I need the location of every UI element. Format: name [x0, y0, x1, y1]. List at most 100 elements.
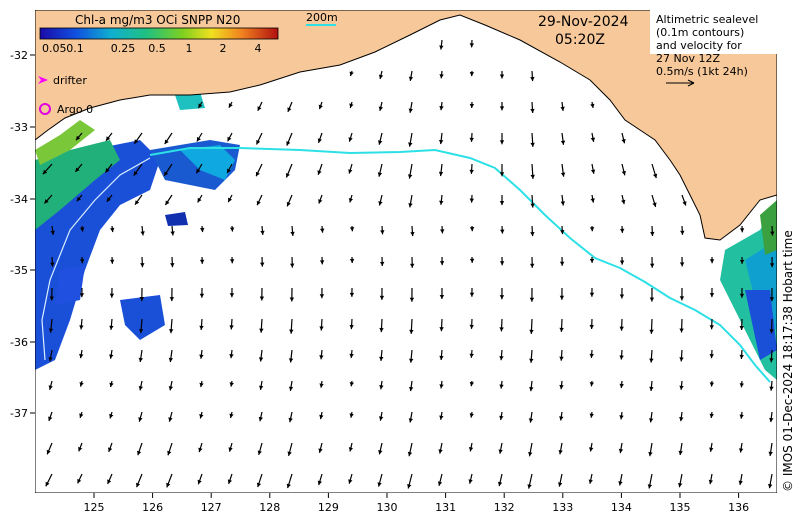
velocity-arrowhead — [379, 356, 384, 361]
velocity-arrowhead — [48, 385, 53, 390]
velocity-arrowhead — [288, 358, 294, 363]
colorbar-tick-label: 0.5 — [148, 42, 166, 55]
velocity-arrowhead — [590, 103, 595, 108]
velocity-arrowhead — [530, 203, 535, 208]
velocity-arrowhead — [738, 480, 743, 485]
longitude-tick-label: 128 — [259, 501, 280, 514]
velocity-arrowhead — [709, 413, 714, 418]
velocity-arrowhead — [320, 228, 325, 233]
velocity-arrowhead — [409, 386, 414, 392]
velocity-arrowhead — [106, 197, 111, 202]
velocity-arrowhead — [647, 484, 653, 489]
velocity-arrowhead — [469, 324, 474, 329]
velocity-arrowhead — [499, 356, 504, 361]
longitude-tick-label: 135 — [670, 501, 691, 514]
longitude-axis: 125 126 127 128 129 130 131 132 133 134 135 136 — [84, 493, 749, 514]
land-mass — [35, 10, 777, 241]
velocity-arrowhead — [530, 232, 535, 237]
altimetry-info-box: Altimetric sealevel (0.1m contours) and … — [650, 10, 777, 87]
drifter-label: drifter — [53, 74, 87, 87]
velocity-arrowhead — [229, 293, 235, 298]
velocity-arrowhead — [317, 170, 322, 175]
velocity-arrowhead — [260, 230, 265, 235]
velocity-arrowhead — [349, 103, 354, 108]
velocity-arrowhead — [410, 232, 415, 237]
velocity-arrowhead — [469, 137, 474, 142]
velocity-arrowhead — [378, 450, 383, 455]
velocity-arrowhead — [619, 415, 624, 420]
colorbar-title: Chl-a mg/m3 OCi SNPP N20 — [75, 13, 240, 27]
velocity-arrowhead — [229, 382, 234, 387]
velocity-arrowhead — [259, 385, 264, 390]
velocity-arrowhead — [50, 230, 55, 235]
colorbar-tick-label: 0.05 — [42, 42, 67, 55]
velocity-arrowhead — [529, 358, 534, 363]
velocity-arrowhead — [530, 142, 535, 147]
velocity-arrowhead — [527, 484, 532, 489]
velocity-arrowhead — [407, 451, 413, 457]
velocity-arrowhead — [46, 449, 51, 455]
velocity-arrowhead — [709, 325, 714, 330]
velocity-arrowhead — [409, 358, 414, 363]
velocity-arrowhead — [499, 384, 504, 389]
info-line-5: 0.5m/s (1kt 24h) — [656, 65, 748, 78]
velocity-arrowhead — [560, 230, 565, 235]
velocity-arrowhead — [439, 261, 445, 266]
latitude-tick-label: -33 — [10, 121, 28, 134]
velocity-arrowhead — [439, 200, 444, 205]
velocity-arrowhead — [138, 417, 143, 422]
velocity-arrowhead — [440, 229, 445, 234]
velocity-arrowhead — [500, 229, 505, 234]
colorbar-tick-label: 4 — [255, 42, 262, 55]
velocity-arrowhead — [768, 451, 773, 456]
velocity-arrowhead — [709, 259, 715, 264]
velocity-arrowhead — [229, 413, 234, 418]
velocity-arrowhead — [499, 327, 504, 332]
velocity-arrowhead — [348, 169, 353, 174]
velocity-arrowhead — [621, 138, 626, 144]
velocity-arrowhead — [619, 326, 624, 331]
velocity-arrowhead — [499, 74, 505, 79]
velocity-arrowhead — [317, 480, 322, 486]
velocity-arrowhead — [619, 294, 625, 299]
velocity-arrowhead — [407, 484, 412, 489]
velocity-arrowhead — [48, 416, 53, 421]
velocity-arrowhead — [650, 263, 655, 268]
velocity-arrowhead — [379, 416, 384, 421]
velocity-arrowhead — [138, 357, 143, 362]
velocity-arrowhead — [498, 449, 503, 454]
velocity-arrowhead — [769, 358, 774, 363]
argo-float-icon — [39, 103, 51, 115]
velocity-arrowhead — [79, 413, 84, 418]
velocity-arrowhead — [559, 416, 564, 421]
velocity-arrowhead — [196, 136, 201, 142]
velocity-arrowhead — [348, 447, 353, 452]
velocity-arrowhead — [499, 295, 505, 300]
velocity-arrowhead — [621, 170, 626, 176]
chlorophyll-patches-east — [720, 200, 777, 380]
velocity-arrowhead — [319, 260, 325, 265]
velocity-arrowhead — [287, 107, 292, 112]
velocity-arrowhead — [648, 451, 653, 457]
velocity-arrowhead — [499, 261, 505, 266]
velocity-arrowhead — [438, 449, 443, 454]
velocity-arrowhead — [497, 481, 503, 487]
velocity-arrowhead — [200, 227, 205, 233]
velocity-arrowhead — [560, 140, 566, 145]
velocity-arrowhead — [168, 357, 173, 363]
velocity-arrowhead — [499, 415, 504, 420]
velocity-arrowhead — [287, 451, 292, 456]
velocity-arrowhead — [739, 414, 744, 419]
velocity-arrowhead — [258, 416, 263, 422]
velocity-arrowhead — [408, 76, 414, 81]
velocity-arrowhead — [558, 450, 563, 455]
velocity-arrowhead — [469, 227, 475, 232]
velocity-arrowhead — [589, 227, 595, 232]
velocity-arrowhead — [289, 329, 294, 334]
velocity-arrowhead — [620, 228, 625, 233]
velocity-arrowhead — [258, 357, 264, 362]
time-label: 05:20Z — [555, 32, 605, 48]
velocity-arrowhead — [439, 327, 444, 332]
velocity-arrowhead — [621, 199, 626, 205]
